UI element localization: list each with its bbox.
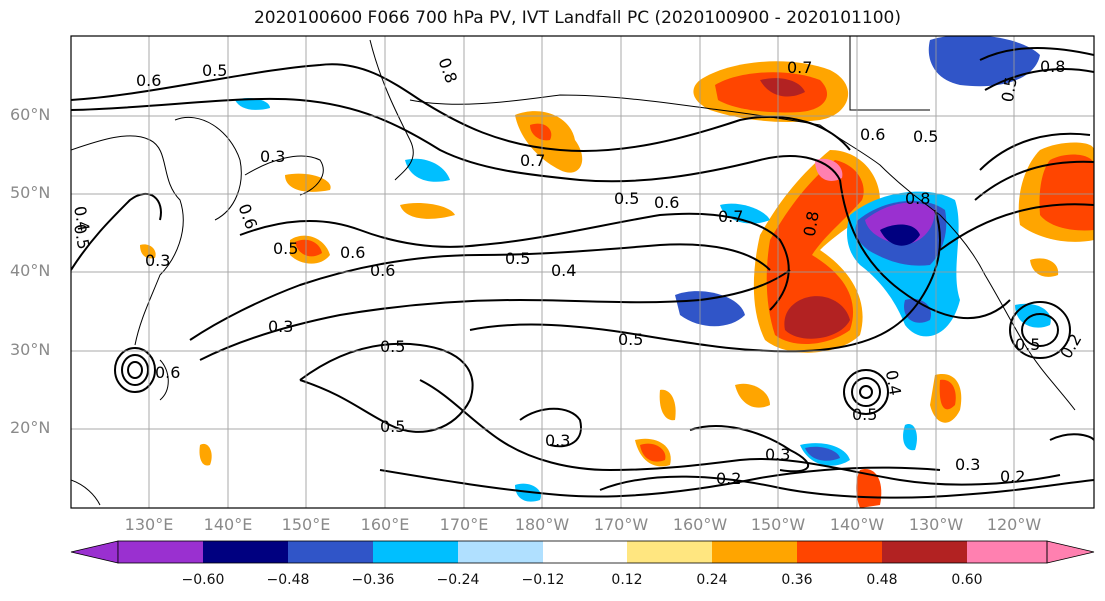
contour-label: 0.3 — [268, 317, 293, 336]
colorbar-outline — [117, 540, 1048, 564]
colorbar-bin — [627, 541, 712, 563]
contour-label: 0.5 — [913, 127, 938, 146]
lon-label: 170°W — [593, 515, 649, 534]
lon-label: 160°E — [360, 515, 410, 534]
lon-label: 130°W — [908, 515, 964, 534]
contour-label: 0.5 — [380, 417, 405, 436]
contour-label: 0.3 — [765, 445, 790, 464]
contour-label: 0.8 — [800, 210, 823, 238]
lat-label-30n: 30°N — [10, 340, 51, 359]
lat-label-20n: 20°N — [10, 418, 51, 437]
colorbar-tick: −0.12 — [521, 572, 565, 588]
colorbar-tick: 0.60 — [951, 572, 983, 588]
lon-label: 120°W — [986, 515, 1042, 534]
contour-label: 0.8 — [905, 189, 930, 208]
pv-contours — [71, 47, 1094, 499]
contour-label: 0.2 — [716, 469, 741, 488]
lon-label: 140°E — [203, 515, 253, 534]
colorbar-bin — [458, 541, 543, 563]
contour-label: 0.4 — [882, 369, 905, 397]
contour-label: 0.3 — [955, 455, 980, 474]
colorbar-tick: 0.36 — [781, 572, 813, 588]
colorbar-bin — [712, 541, 797, 563]
contour-label: 0.3 — [260, 147, 285, 166]
colorbar-tick: 0.48 — [866, 572, 898, 588]
contour-label: 0.3 — [545, 431, 570, 450]
lon-label: 140°W — [829, 515, 885, 534]
colorbar-bin — [373, 541, 458, 563]
contour-label: 0.7 — [718, 207, 743, 226]
contour-labels: 0.6 0.5 0.8 0.3 0.7 0.5 0.6 0.7 0.5 0.6 … — [70, 55, 1085, 488]
colorbar-extend-high — [1046, 540, 1095, 564]
contour-label: 0.6 — [370, 261, 395, 280]
colorbar-extend-low — [70, 540, 119, 564]
colorbar-bin — [543, 541, 627, 563]
colorbar-bin — [118, 541, 203, 563]
colorbar — [70, 540, 1095, 564]
lon-label: 130°E — [124, 515, 174, 534]
contour-label: 0.5 — [1015, 335, 1040, 354]
colorbar-tick: 0.24 — [696, 572, 728, 588]
colorbar-tick: −0.48 — [266, 572, 310, 588]
colorbar-tick: −0.36 — [351, 572, 395, 588]
lon-label: 150°E — [281, 515, 331, 534]
contour-label: 0.5 — [380, 337, 405, 356]
contour-label: 0.5 — [618, 330, 643, 349]
map-frame — [70, 35, 1095, 509]
map-title: 2020100600 F066 700 hPa PV, IVT Landfall… — [253, 8, 901, 28]
colorbar-bin — [288, 541, 373, 563]
contour-label: 0.4 — [70, 205, 93, 233]
contour-label: 0.5 — [273, 239, 298, 258]
gridlines — [71, 36, 1094, 508]
lat-label-60n: 60°N — [10, 105, 51, 124]
contour-label: 0.6 — [340, 243, 365, 262]
colorbar-tick: −0.24 — [436, 572, 480, 588]
contour-label: 0.5 — [505, 249, 530, 268]
contour-label: 0.6 — [155, 363, 180, 382]
contour-label: 0.5 — [202, 61, 227, 80]
colorbar-bin — [882, 541, 967, 563]
contour-label: 0.6 — [235, 201, 262, 231]
colorbar-tick: 0.12 — [611, 572, 643, 588]
contour-label: 0.5 — [614, 189, 639, 208]
contour-label: 0.8 — [1040, 57, 1065, 76]
lon-label: 160°W — [672, 515, 728, 534]
contour-label: 0.5 — [70, 223, 93, 251]
colorbar-tick: −0.60 — [181, 572, 225, 588]
contour-label: 0.7 — [520, 151, 545, 170]
lat-label-40n: 40°N — [10, 261, 51, 280]
contour-label: 0.6 — [654, 193, 679, 212]
lat-label-50n: 50°N — [10, 183, 51, 202]
contour-label: 0.7 — [787, 58, 812, 77]
colorbar-bin — [797, 541, 882, 563]
lon-label: 170°E — [439, 515, 489, 534]
contour-label: 0.8 — [435, 55, 462, 85]
colorbar-bin — [967, 541, 1047, 563]
colorbar-bin — [203, 541, 288, 563]
contour-label: 0.2 — [1056, 330, 1085, 362]
lon-label: 180°W — [514, 515, 570, 534]
contour-label: 0.2 — [1000, 467, 1025, 486]
contour-label: 0.6 — [136, 71, 161, 90]
contour-label: 0.5 — [852, 405, 877, 424]
contour-label: 0.4 — [551, 261, 576, 280]
lon-label: 150°W — [750, 515, 806, 534]
contour-label: 0.3 — [145, 251, 170, 270]
contour-label: 0.6 — [860, 125, 885, 144]
contour-label: 0.5 — [998, 75, 1021, 103]
